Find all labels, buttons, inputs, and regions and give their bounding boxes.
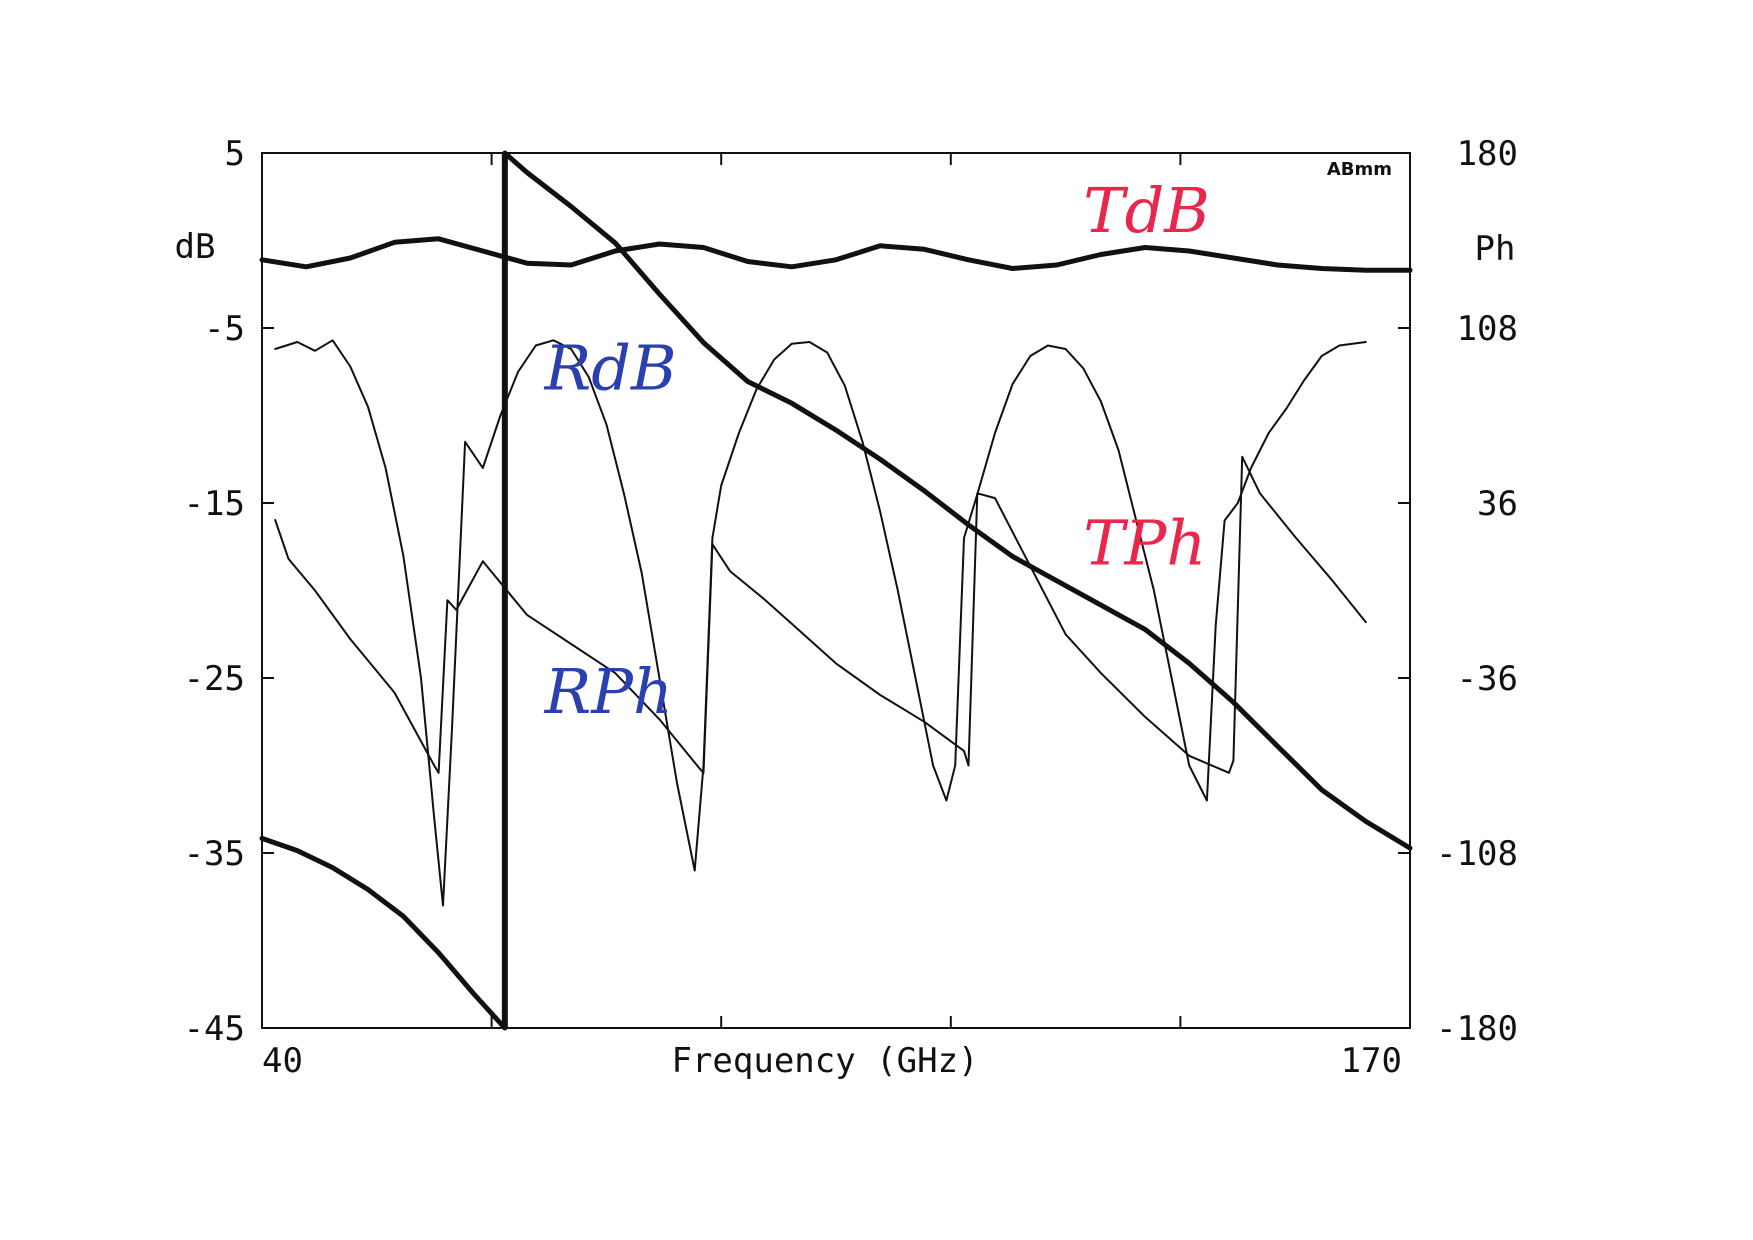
x-tick-label-end: 170 bbox=[1341, 1041, 1402, 1081]
series-layer bbox=[259, 150, 1413, 1031]
left-tick-label: -5 bbox=[204, 309, 245, 349]
right-tick-label: -36 bbox=[1457, 659, 1518, 699]
right-axis-unit: Ph bbox=[1475, 229, 1516, 269]
left-axis-tick-labels: 5 -5 -15 -25 -35 -45 bbox=[184, 134, 245, 1049]
x-axis-label: Frequency (GHz) bbox=[671, 1041, 978, 1081]
left-tick-label: 5 bbox=[225, 134, 245, 174]
left-tick-label: -25 bbox=[184, 659, 245, 699]
right-tick-label: 180 bbox=[1457, 134, 1518, 174]
annotation-rdb: RdB bbox=[544, 331, 677, 404]
right-tick-label: 36 bbox=[1477, 484, 1518, 524]
series-line-tph bbox=[259, 150, 1413, 1031]
x-tick-label-start: 40 bbox=[262, 1041, 303, 1081]
plot-frame bbox=[261, 152, 1411, 1029]
left-tick-label: -45 bbox=[184, 1009, 245, 1049]
series-line-rdb bbox=[274, 339, 1367, 907]
plot-border bbox=[261, 152, 1411, 1029]
series-line-tdb bbox=[259, 236, 1413, 273]
annotations: TdB RdB TPh RPh bbox=[544, 174, 1210, 728]
corner-label: ABmm bbox=[1327, 159, 1392, 180]
right-tick-label: 108 bbox=[1457, 309, 1518, 349]
left-axis-unit: dB bbox=[175, 227, 216, 267]
right-tick-label: -180 bbox=[1436, 1009, 1518, 1049]
right-axis-tick-labels: 180 108 36 -36 -108 -180 bbox=[1436, 134, 1518, 1049]
left-tick-label: -15 bbox=[184, 484, 245, 524]
annotation-tdb: TdB bbox=[1083, 174, 1210, 247]
annotation-tph: TPh bbox=[1083, 506, 1206, 579]
left-tick-label: -35 bbox=[184, 834, 245, 874]
right-tick-label: -108 bbox=[1436, 834, 1518, 874]
annotation-rph: RPh bbox=[544, 655, 673, 728]
series-line-rph bbox=[274, 455, 1367, 774]
axis-ticks bbox=[262, 152, 1410, 1029]
